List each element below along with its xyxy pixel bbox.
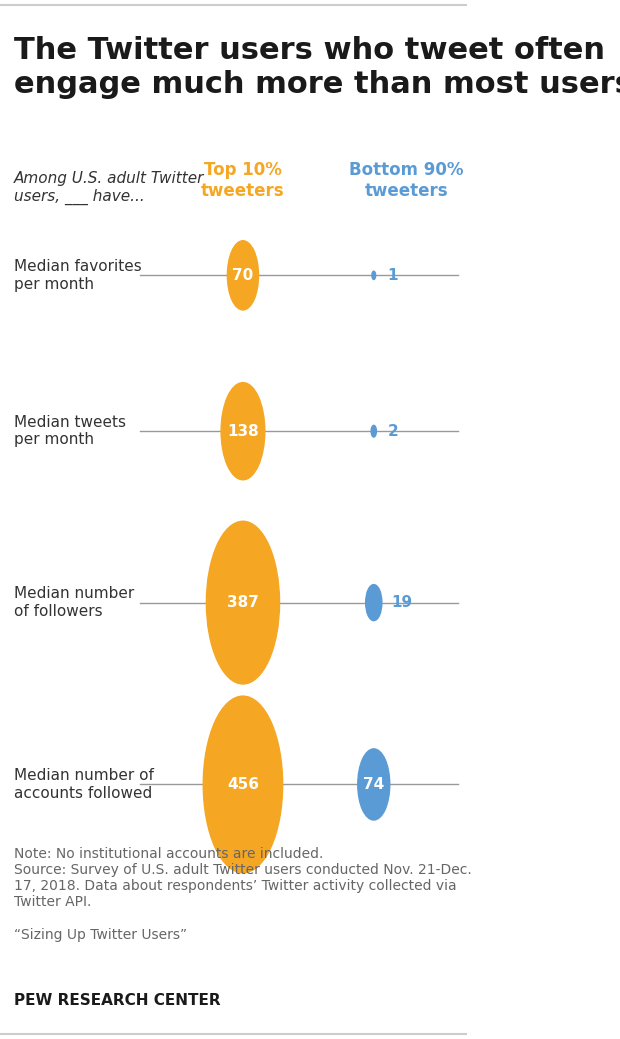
Text: 387: 387 — [227, 595, 259, 610]
Text: Median number
of followers: Median number of followers — [14, 586, 135, 619]
Text: Among U.S. adult Twitter
users, ___ have...: Among U.S. adult Twitter users, ___ have… — [14, 171, 205, 205]
Text: 138: 138 — [227, 424, 259, 438]
Text: The Twitter users who tweet often
engage much more than most users: The Twitter users who tweet often engage… — [14, 36, 620, 99]
Text: 2: 2 — [388, 424, 399, 438]
Circle shape — [221, 382, 265, 480]
Text: Bottom 90%
tweeters: Bottom 90% tweeters — [349, 161, 464, 199]
Text: 456: 456 — [227, 777, 259, 792]
Text: 74: 74 — [363, 777, 384, 792]
Text: Median favorites
per month: Median favorites per month — [14, 259, 142, 292]
Text: Top 10%
tweeters: Top 10% tweeters — [201, 161, 285, 199]
Text: 19: 19 — [391, 595, 412, 610]
Circle shape — [358, 749, 390, 820]
Text: Median number of
accounts followed: Median number of accounts followed — [14, 768, 154, 801]
Circle shape — [228, 241, 259, 310]
Circle shape — [371, 425, 376, 437]
Circle shape — [366, 585, 382, 620]
Circle shape — [372, 271, 376, 279]
Text: Median tweets
per month: Median tweets per month — [14, 415, 126, 448]
Circle shape — [203, 696, 283, 873]
Text: PEW RESEARCH CENTER: PEW RESEARCH CENTER — [14, 993, 221, 1008]
Text: Note: No institutional accounts are included.
Source: Survey of U.S. adult Twitt: Note: No institutional accounts are incl… — [14, 847, 472, 941]
Circle shape — [206, 522, 280, 684]
Text: 1: 1 — [388, 268, 398, 283]
Text: 70: 70 — [232, 268, 254, 283]
